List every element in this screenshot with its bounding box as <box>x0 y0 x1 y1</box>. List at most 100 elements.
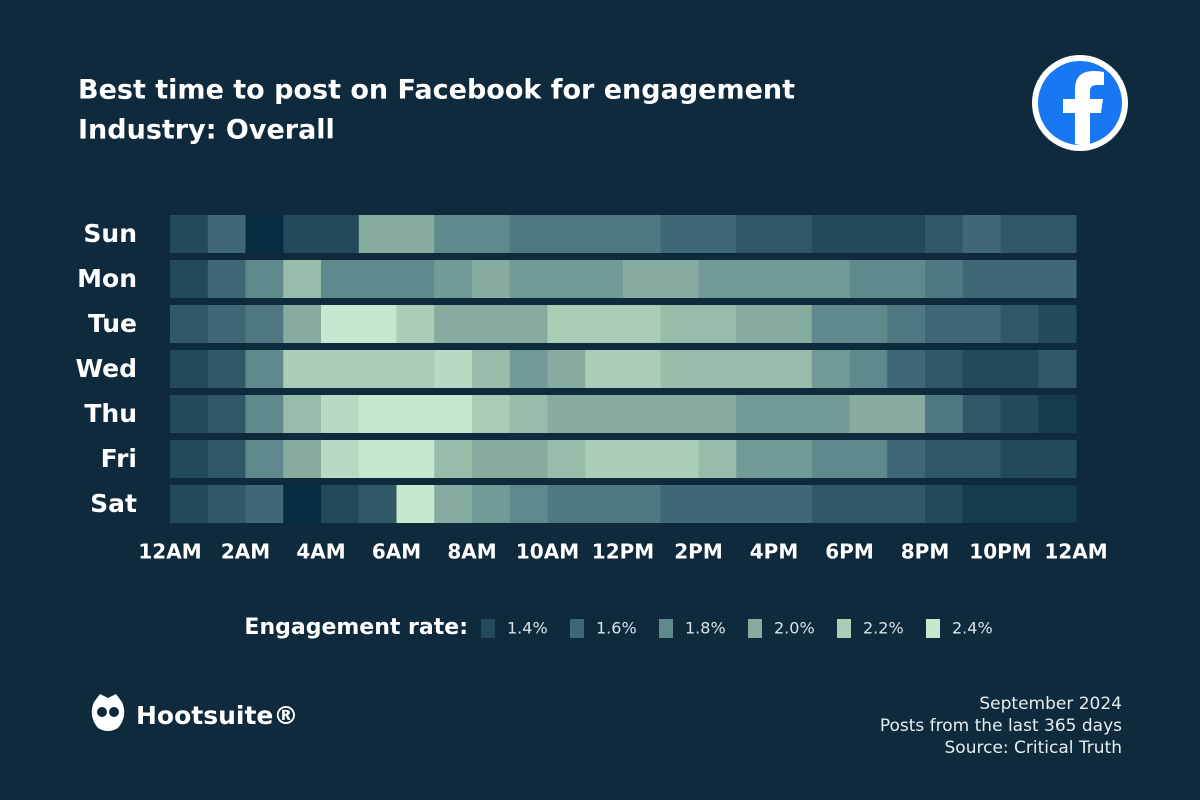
brand: Hootsuite® <box>136 701 298 730</box>
heat-cell <box>660 350 699 388</box>
heat-cell <box>1038 350 1077 388</box>
heat-cell <box>849 305 888 343</box>
heat-cell <box>1000 305 1039 343</box>
heat-cell <box>283 350 322 388</box>
day-label: Thu <box>84 399 137 428</box>
heat-cell <box>962 350 1001 388</box>
heat-cell <box>925 260 964 298</box>
heat-cell <box>585 260 624 298</box>
heat-cell <box>1000 395 1039 433</box>
heat-cell <box>321 485 360 523</box>
heat-cell <box>396 395 435 433</box>
day-label: Sun <box>83 219 137 248</box>
heat-cell <box>283 260 322 298</box>
footer-line: Source: Critical Truth <box>945 738 1122 758</box>
heat-cell <box>585 350 624 388</box>
legend-title: Engagement rate: <box>244 615 468 640</box>
heat-cell <box>207 305 246 343</box>
heat-cell <box>358 305 397 343</box>
heat-cell <box>245 215 284 253</box>
heat-cell <box>321 395 360 433</box>
heat-cell <box>321 260 360 298</box>
heat-cell <box>245 395 284 433</box>
heat-cell <box>1000 485 1039 523</box>
heat-cell <box>170 395 209 433</box>
heat-cell <box>698 395 737 433</box>
heat-cell <box>321 440 360 478</box>
heat-cell <box>472 260 511 298</box>
heat-cell <box>962 260 1001 298</box>
heat-cell <box>849 440 888 478</box>
heat-cell <box>925 305 964 343</box>
heat-cell <box>170 350 209 388</box>
heat-cell <box>245 485 284 523</box>
heat-cell <box>547 440 586 478</box>
heat-cell <box>170 440 209 478</box>
heat-cell <box>811 350 850 388</box>
heat-cell <box>623 485 662 523</box>
heat-cell <box>698 485 737 523</box>
heat-cell <box>170 260 209 298</box>
heat-cell <box>396 440 435 478</box>
x-tick-label: 4AM <box>296 540 345 564</box>
heat-cell <box>774 215 813 253</box>
x-tick-label: 10PM <box>969 540 1031 564</box>
x-tick-label: 12AM <box>138 540 201 564</box>
heat-cell <box>736 440 775 478</box>
heat-cell <box>509 260 548 298</box>
heat-cell <box>170 485 209 523</box>
legend-swatch <box>837 619 851 638</box>
heat-cell <box>925 350 964 388</box>
day-label: Tue <box>88 309 137 338</box>
x-tick-label: 6PM <box>825 540 873 564</box>
heat-cell <box>434 260 473 298</box>
day-label: Sat <box>90 489 137 518</box>
heat-cell <box>434 395 473 433</box>
heat-cell <box>1038 485 1077 523</box>
x-tick-label: 8PM <box>901 540 949 564</box>
heat-cell <box>736 485 775 523</box>
legend-label: 1.6% <box>596 619 637 638</box>
x-tick-label: 6AM <box>372 540 421 564</box>
heat-cell <box>509 485 548 523</box>
heat-cell <box>358 440 397 478</box>
heat-cell <box>170 215 209 253</box>
heat-cell <box>736 260 775 298</box>
heat-cell <box>623 215 662 253</box>
heat-cell <box>660 485 699 523</box>
heat-cell <box>207 260 246 298</box>
heat-cell <box>887 215 926 253</box>
heat-cell <box>245 350 284 388</box>
heat-cell <box>245 305 284 343</box>
heat-cell <box>774 440 813 478</box>
heat-cell <box>283 215 322 253</box>
heat-cell <box>283 305 322 343</box>
footer-line: Posts from the last 365 days <box>880 716 1122 736</box>
heat-cell <box>472 485 511 523</box>
heat-cell <box>1000 215 1039 253</box>
heat-cell <box>547 305 586 343</box>
heat-cell <box>623 395 662 433</box>
heat-cell <box>358 260 397 298</box>
heat-cell <box>207 350 246 388</box>
heat-cell <box>736 395 775 433</box>
heat-cell <box>811 395 850 433</box>
heat-cell <box>396 305 435 343</box>
legend-label: 1.8% <box>685 619 726 638</box>
heat-cell <box>925 215 964 253</box>
legend-swatch <box>748 619 762 638</box>
legend-label: 2.0% <box>774 619 815 638</box>
heat-cell <box>698 305 737 343</box>
x-tick-label: 8AM <box>447 540 496 564</box>
heat-cell <box>887 395 926 433</box>
heat-cell <box>774 395 813 433</box>
heat-cell <box>472 305 511 343</box>
x-tick-label: 10AM <box>516 540 579 564</box>
legend-label: 1.4% <box>507 619 548 638</box>
heat-cell <box>321 215 360 253</box>
heat-cell <box>887 485 926 523</box>
heat-cell <box>207 395 246 433</box>
heat-cell <box>623 440 662 478</box>
heat-cell <box>962 395 1001 433</box>
